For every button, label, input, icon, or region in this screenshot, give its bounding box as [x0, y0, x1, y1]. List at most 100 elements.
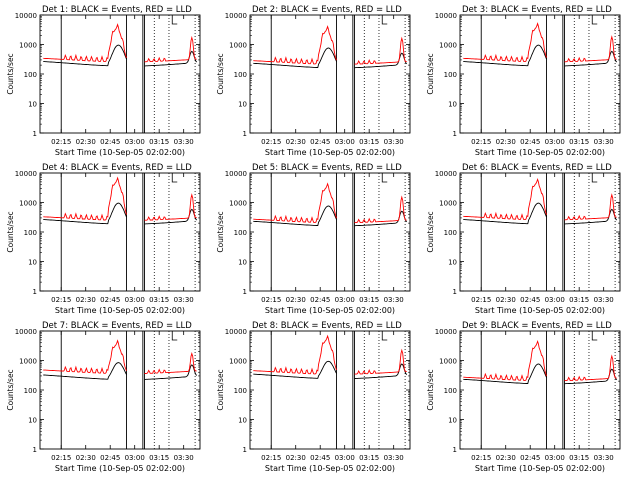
x-tick-label: 03:15: [359, 454, 379, 462]
chart-panel-det-9: Det 9: BLACK = Events, RED = LLD Counts/s…: [426, 321, 621, 473]
x-tick-label: 02:30: [286, 138, 306, 146]
chart-panel-det-3: Det 3: BLACK = Events, RED = LLD Counts/s…: [426, 5, 621, 157]
y-tick-label: 1000: [229, 42, 247, 50]
events-series-line: [253, 47, 408, 69]
y-tick-label: 10: [238, 101, 247, 109]
plot-frame: [459, 330, 621, 450]
x-tick-label: 03:00: [125, 454, 145, 462]
chart-panel-det-4: Det 4: BLACK = Events, RED = LLD Counts/s…: [6, 163, 201, 315]
lld-series-line: [253, 334, 407, 375]
chart-title: Det 1: BLACK = Events, RED = LLD: [42, 5, 192, 15]
y-tick-label: 1: [243, 288, 247, 296]
lld-series-line: [43, 176, 197, 221]
x-tick-label: 03:30: [594, 138, 614, 146]
plot-frame: [459, 14, 621, 134]
x-tick-label: 03:30: [594, 296, 614, 304]
x-tick-label: 03:30: [384, 296, 404, 304]
chart-title: Det 7: BLACK = Events, RED = LLD: [42, 321, 192, 331]
plot-frame: [39, 172, 201, 292]
bracket-marker: [381, 15, 388, 25]
bracket-marker: [591, 15, 598, 25]
y-tick-label: 1: [243, 130, 247, 138]
y-tick-label: 1: [33, 288, 37, 296]
plot-frame: [39, 330, 201, 450]
y-tick-label: 1000: [439, 42, 457, 50]
x-tick-label: 03:15: [359, 138, 379, 146]
x-tick-label: 02:15: [51, 296, 71, 304]
y-tick-label: 10000: [225, 12, 247, 20]
x-tick-label: 03:00: [335, 296, 355, 304]
x-tick-label: 02:45: [100, 138, 120, 146]
bracket-marker: [171, 331, 178, 341]
chart-panel-det-8: Det 8: BLACK = Events, RED = LLD Counts/s…: [216, 321, 411, 473]
y-tick-label: 10000: [15, 170, 37, 178]
chart-panel-det-7: Det 7: BLACK = Events, RED = LLD Counts/s…: [6, 321, 201, 473]
plot-frame: [249, 330, 411, 450]
y-tick-label: 10: [28, 259, 37, 267]
y-axis-label: Counts/sec: [216, 211, 225, 252]
plot-frame: [39, 14, 201, 134]
chart-panel-det-5: Det 5: BLACK = Events, RED = LLD Counts/s…: [216, 163, 411, 315]
x-tick-label: 02:15: [471, 454, 491, 462]
x-tick-label: 02:45: [520, 454, 540, 462]
x-axis-label: Start Time (10-Sep-05 02:02:00): [265, 306, 395, 315]
y-tick-label: 10000: [15, 328, 37, 336]
chart-panel-det-1: Det 1: BLACK = Events, RED = LLD Counts/s…: [6, 5, 201, 157]
y-tick-label: 100: [444, 387, 457, 395]
x-tick-label: 02:15: [261, 296, 281, 304]
y-tick-label: 10000: [225, 170, 247, 178]
y-tick-label: 100: [24, 229, 37, 237]
x-tick-label: 03:15: [149, 454, 169, 462]
x-axis-label: Start Time (10-Sep-05 02:02:00): [475, 464, 605, 473]
plot-frame: [459, 172, 621, 292]
x-tick-label: 02:15: [51, 138, 71, 146]
y-tick-label: 10: [28, 101, 37, 109]
x-axis-label: Start Time (10-Sep-05 02:02:00): [265, 148, 395, 157]
x-tick-label: 02:45: [520, 296, 540, 304]
x-tick-label: 03:30: [174, 138, 194, 146]
x-tick-label: 03:00: [545, 454, 565, 462]
events-series-line: [43, 202, 198, 225]
y-tick-label: 100: [234, 71, 247, 79]
y-tick-label: 10: [238, 259, 247, 267]
y-axis-label: Counts/sec: [426, 211, 435, 252]
y-tick-label: 1: [453, 288, 457, 296]
chart-title: Det 4: BLACK = Events, RED = LLD: [42, 163, 192, 173]
y-axis-label: Counts/sec: [6, 53, 15, 94]
y-tick-label: 10: [448, 101, 457, 109]
x-tick-label: 02:45: [310, 296, 330, 304]
bracket-marker: [591, 173, 598, 183]
chart-title: Det 5: BLACK = Events, RED = LLD: [252, 163, 402, 173]
x-tick-label: 02:15: [471, 296, 491, 304]
y-tick-label: 100: [24, 387, 37, 395]
x-tick-label: 02:45: [100, 454, 120, 462]
y-tick-label: 100: [444, 71, 457, 79]
x-tick-label: 02:30: [76, 296, 96, 304]
y-tick-label: 1: [33, 446, 37, 454]
events-series-line: [253, 205, 408, 227]
x-axis-label: Start Time (10-Sep-05 02:02:00): [55, 148, 185, 157]
y-tick-label: 1: [453, 130, 457, 138]
lld-series-line: [463, 339, 617, 382]
y-axis-label: Counts/sec: [216, 53, 225, 94]
x-tick-label: 02:15: [51, 454, 71, 462]
y-tick-label: 10000: [225, 328, 247, 336]
x-tick-label: 03:30: [384, 454, 404, 462]
plot-frame: [249, 172, 411, 292]
x-tick-label: 02:30: [496, 296, 516, 304]
x-tick-label: 03:00: [545, 296, 565, 304]
x-tick-label: 02:30: [496, 138, 516, 146]
y-tick-label: 1: [453, 446, 457, 454]
y-tick-label: 10: [448, 417, 457, 425]
y-axis-label: Counts/sec: [426, 53, 435, 94]
x-axis-label: Start Time (10-Sep-05 02:02:00): [265, 464, 395, 473]
y-tick-label: 10: [448, 259, 457, 267]
lld-series-line: [253, 182, 407, 224]
x-tick-label: 03:00: [125, 296, 145, 304]
events-series-line: [463, 202, 618, 225]
chart-title: Det 2: BLACK = Events, RED = LLD: [252, 5, 402, 15]
y-tick-label: 1000: [439, 200, 457, 208]
x-tick-label: 02:30: [76, 454, 96, 462]
x-tick-label: 02:15: [261, 138, 281, 146]
y-tick-label: 10000: [435, 328, 457, 336]
